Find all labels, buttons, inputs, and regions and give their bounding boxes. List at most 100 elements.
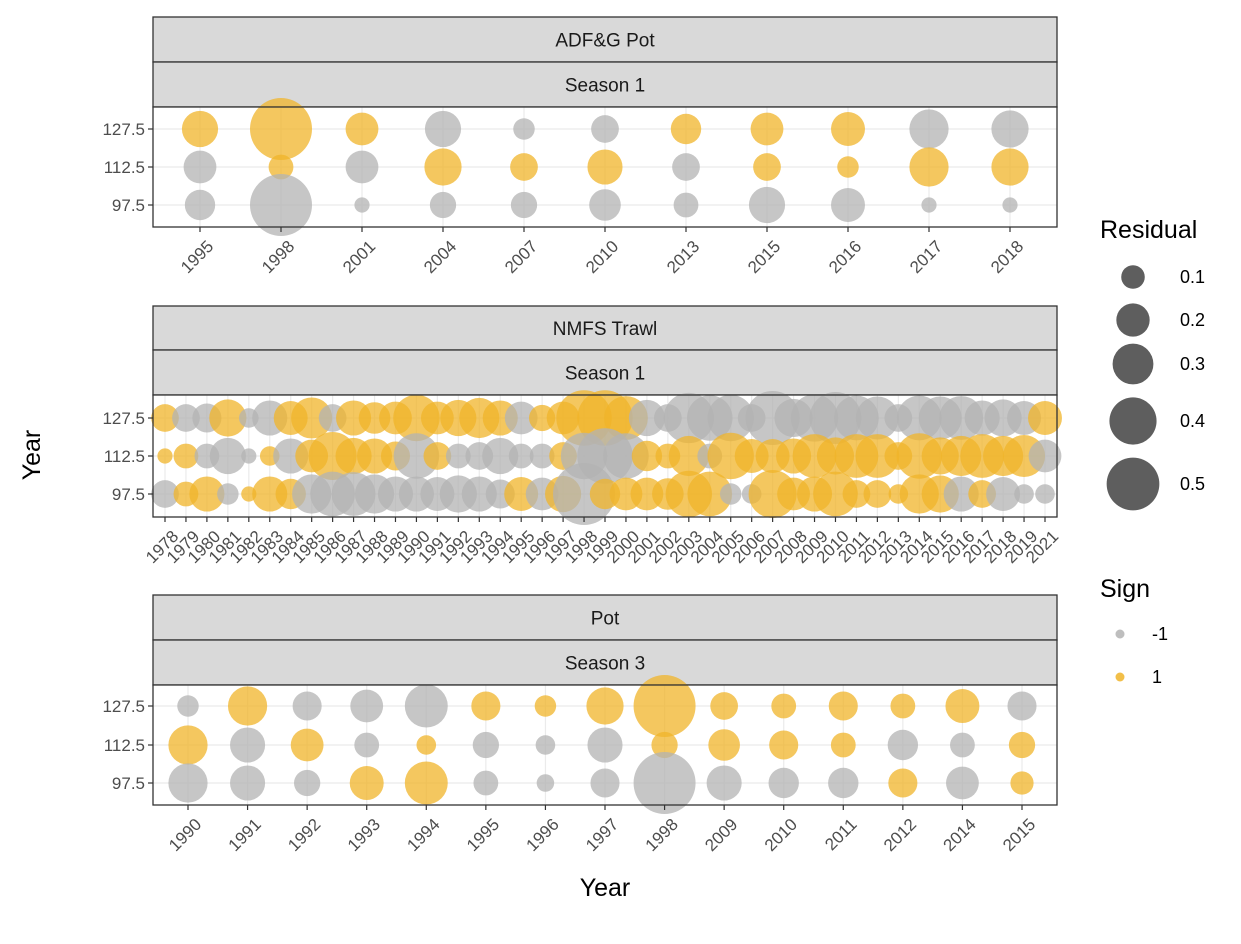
legend-color-label: 1 (1152, 667, 1162, 687)
residual-point (921, 197, 937, 213)
legend-color-title: Sign (1100, 575, 1150, 603)
residual-point (345, 112, 379, 146)
residual-point (587, 727, 623, 763)
residual-point (217, 483, 239, 505)
facet-strip (152, 594, 1058, 641)
residual-point (706, 765, 742, 801)
residual-point (349, 766, 384, 800)
residual-point (209, 399, 247, 437)
residual-point (354, 732, 380, 758)
residual-point (672, 153, 700, 181)
residual-point (1035, 484, 1055, 504)
residual-point (416, 735, 437, 755)
residual-point (710, 692, 739, 720)
residual-point (209, 437, 246, 475)
residual-point (423, 442, 452, 470)
residual-point (168, 763, 208, 803)
residual-point (768, 767, 799, 799)
residual-point (356, 438, 393, 474)
y-tick-label: 112.5 (104, 447, 145, 466)
residual-point (831, 112, 865, 146)
residual-point (535, 735, 556, 755)
legend-size-key (1121, 265, 1145, 289)
residual-point (250, 98, 312, 160)
strip-label: Pot (591, 609, 620, 630)
residual-point (950, 732, 975, 758)
residual-point (227, 686, 268, 726)
residual-point (1028, 439, 1062, 473)
residual-point (354, 197, 370, 213)
y-tick-label: 127.5 (102, 120, 145, 139)
legend-size-key (1109, 397, 1157, 445)
residual-point (177, 695, 199, 717)
y-tick-label: 112.5 (104, 158, 145, 177)
residual-point (1007, 691, 1037, 721)
residual-point (184, 189, 216, 221)
residual-point (292, 691, 322, 721)
residual-point (633, 752, 696, 814)
residual-point (863, 480, 892, 508)
residual-point (230, 727, 266, 763)
strip-label: Season 1 (565, 76, 645, 97)
residual-point (291, 397, 333, 439)
residual-point (168, 725, 208, 765)
residual-point (591, 115, 619, 143)
legend-size-label: 0.4 (1180, 411, 1205, 431)
residual-point (473, 770, 499, 796)
residual-point (586, 687, 624, 725)
residual-point (151, 404, 179, 432)
residual-point (909, 147, 949, 187)
residual-point (890, 693, 916, 719)
legend-size-key (1112, 343, 1154, 385)
residual-point (513, 118, 535, 140)
residual-point (830, 732, 856, 758)
residual-point (888, 768, 918, 798)
residual-point (589, 189, 621, 221)
residual-point (719, 483, 742, 505)
residual-point (842, 480, 871, 508)
residual-point (173, 443, 199, 469)
residual-point (991, 110, 1029, 148)
residual-point (536, 774, 555, 792)
residual-point (651, 731, 678, 759)
facet-strip (152, 305, 1058, 351)
residual-point (404, 684, 448, 728)
residual-point (553, 463, 616, 525)
residual-point (482, 437, 519, 475)
legend-size-key (1106, 457, 1160, 511)
residual-point (708, 729, 740, 761)
legend-color-key (1115, 629, 1125, 639)
residual-point (753, 153, 781, 181)
residual-point (673, 192, 699, 218)
residual-point (472, 731, 500, 759)
strip-label: ADF&G Pot (555, 31, 655, 52)
residual-point (670, 113, 702, 145)
residual-point (189, 476, 225, 512)
residual-point (230, 765, 266, 801)
residual-point (943, 476, 979, 512)
y-axis-title: Year (18, 430, 46, 481)
residual-point (813, 471, 858, 517)
residual-point (268, 154, 294, 180)
residual-point (909, 109, 949, 149)
residual-point (404, 761, 448, 805)
strip-label: Season 3 (565, 654, 645, 675)
residual-point (855, 396, 899, 440)
residual-point (445, 443, 471, 469)
legend-size-key (1116, 303, 1150, 337)
residual-point (471, 691, 501, 721)
residual-point (181, 110, 219, 148)
residual-point (241, 448, 257, 464)
residual-point (1028, 401, 1062, 435)
residual-point (590, 768, 620, 798)
legend-size-label: 0.5 (1180, 474, 1205, 494)
residual-point (529, 443, 555, 469)
residual-point (828, 691, 858, 721)
y-tick-label: 97.5 (112, 485, 145, 504)
residual-point (668, 435, 709, 477)
residual-point (510, 153, 538, 181)
